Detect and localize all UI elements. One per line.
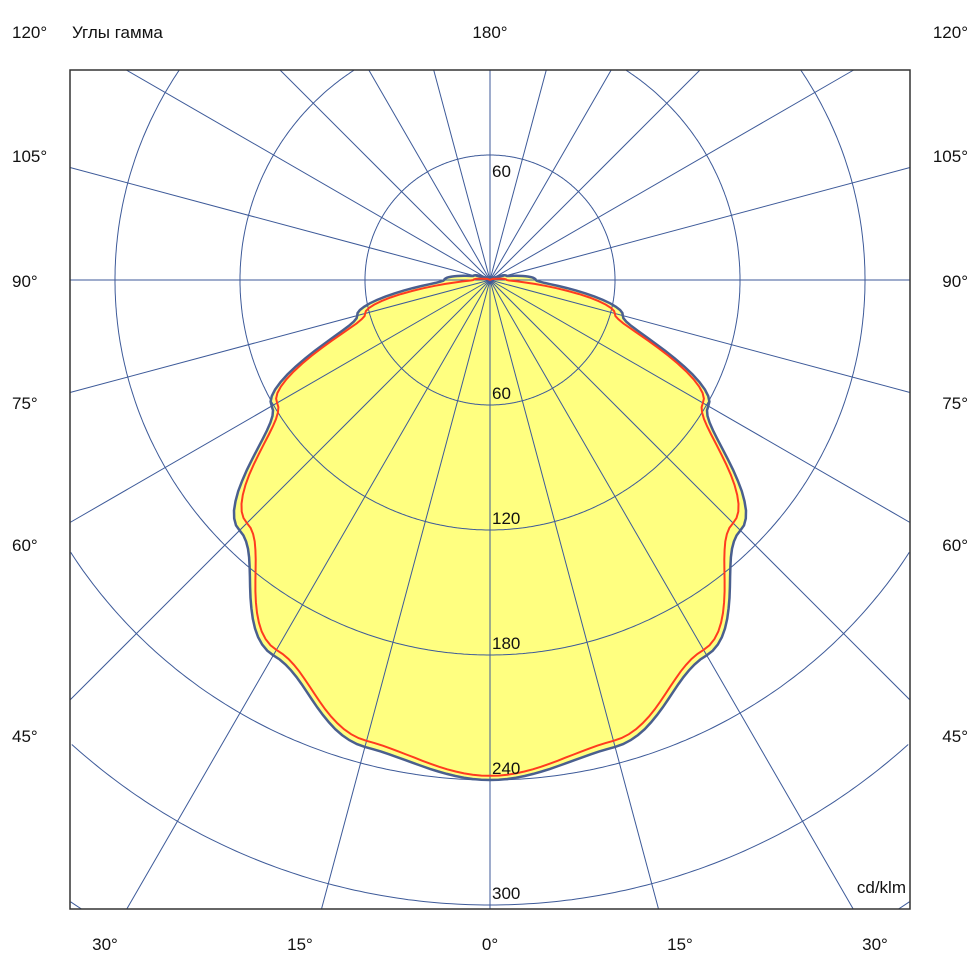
angle-label-top: 180° <box>472 23 507 42</box>
intensity-curve-series-1 <box>232 273 748 782</box>
angle-label-bottom: 0° <box>482 935 498 954</box>
grid-radial-line <box>489 279 911 701</box>
grid-radial-line <box>489 69 547 281</box>
radial-tick-label: 180 <box>492 634 520 653</box>
radial-tick-label-top: 60 <box>492 162 511 181</box>
unit-label: cd/klm <box>857 878 906 897</box>
grid-radial-line <box>489 69 701 281</box>
intensity-curve-series-2 <box>240 277 740 777</box>
grid-radial-line <box>126 279 491 910</box>
grid-radial-line <box>69 279 491 393</box>
radial-tick-label: 240 <box>492 759 520 778</box>
angle-label-right: 105° <box>933 147 968 166</box>
grid-radial-line <box>433 69 491 281</box>
angle-label-right: 120° <box>933 23 968 42</box>
angle-label-right: 60° <box>942 536 968 555</box>
grid-circle <box>71 744 909 906</box>
angle-label-right: 45° <box>942 727 968 746</box>
grid-radial-line <box>69 279 491 701</box>
radial-tick-label: 300 <box>492 884 520 903</box>
radial-tick-label: 120 <box>492 509 520 528</box>
angle-label-left: 105° <box>12 147 47 166</box>
grid-radial-line <box>489 167 911 281</box>
angle-label-left: 90° <box>12 272 38 291</box>
grid-radial-line <box>489 279 659 910</box>
grid-circle <box>114 70 866 656</box>
angle-label-right: 90° <box>942 272 968 291</box>
grid-radial-line <box>489 69 854 281</box>
angle-label-right: 75° <box>942 394 968 413</box>
chart-title: Углы гамма <box>72 23 163 42</box>
angle-label-bottom: 15° <box>287 935 313 954</box>
grid-radial-line <box>279 69 491 281</box>
grid-radial-line <box>489 279 911 523</box>
grid-radial-line <box>321 279 491 910</box>
angle-label-left: 60° <box>12 536 38 555</box>
radial-tick-label: 60 <box>492 384 511 403</box>
grid-radial-line <box>368 69 491 281</box>
angle-label-bottom: 30° <box>92 935 118 954</box>
grid-radial-line <box>69 167 491 281</box>
plot-frame <box>69 69 911 910</box>
grid-radial-line <box>489 69 612 281</box>
angle-label-left: 75° <box>12 394 38 413</box>
angle-label-bottom: 30° <box>862 935 888 954</box>
grid-radial-line <box>126 69 491 281</box>
grid-radial-line <box>489 279 911 393</box>
grid-radial-line <box>489 279 854 910</box>
angle-label-left: 45° <box>12 727 38 746</box>
grid-circle <box>239 69 741 531</box>
angle-label-left: 120° <box>12 23 47 42</box>
angle-label-bottom: 15° <box>667 935 693 954</box>
grid-circle <box>70 901 910 910</box>
grid-radial-line <box>69 279 491 523</box>
grid-circle <box>70 552 910 781</box>
